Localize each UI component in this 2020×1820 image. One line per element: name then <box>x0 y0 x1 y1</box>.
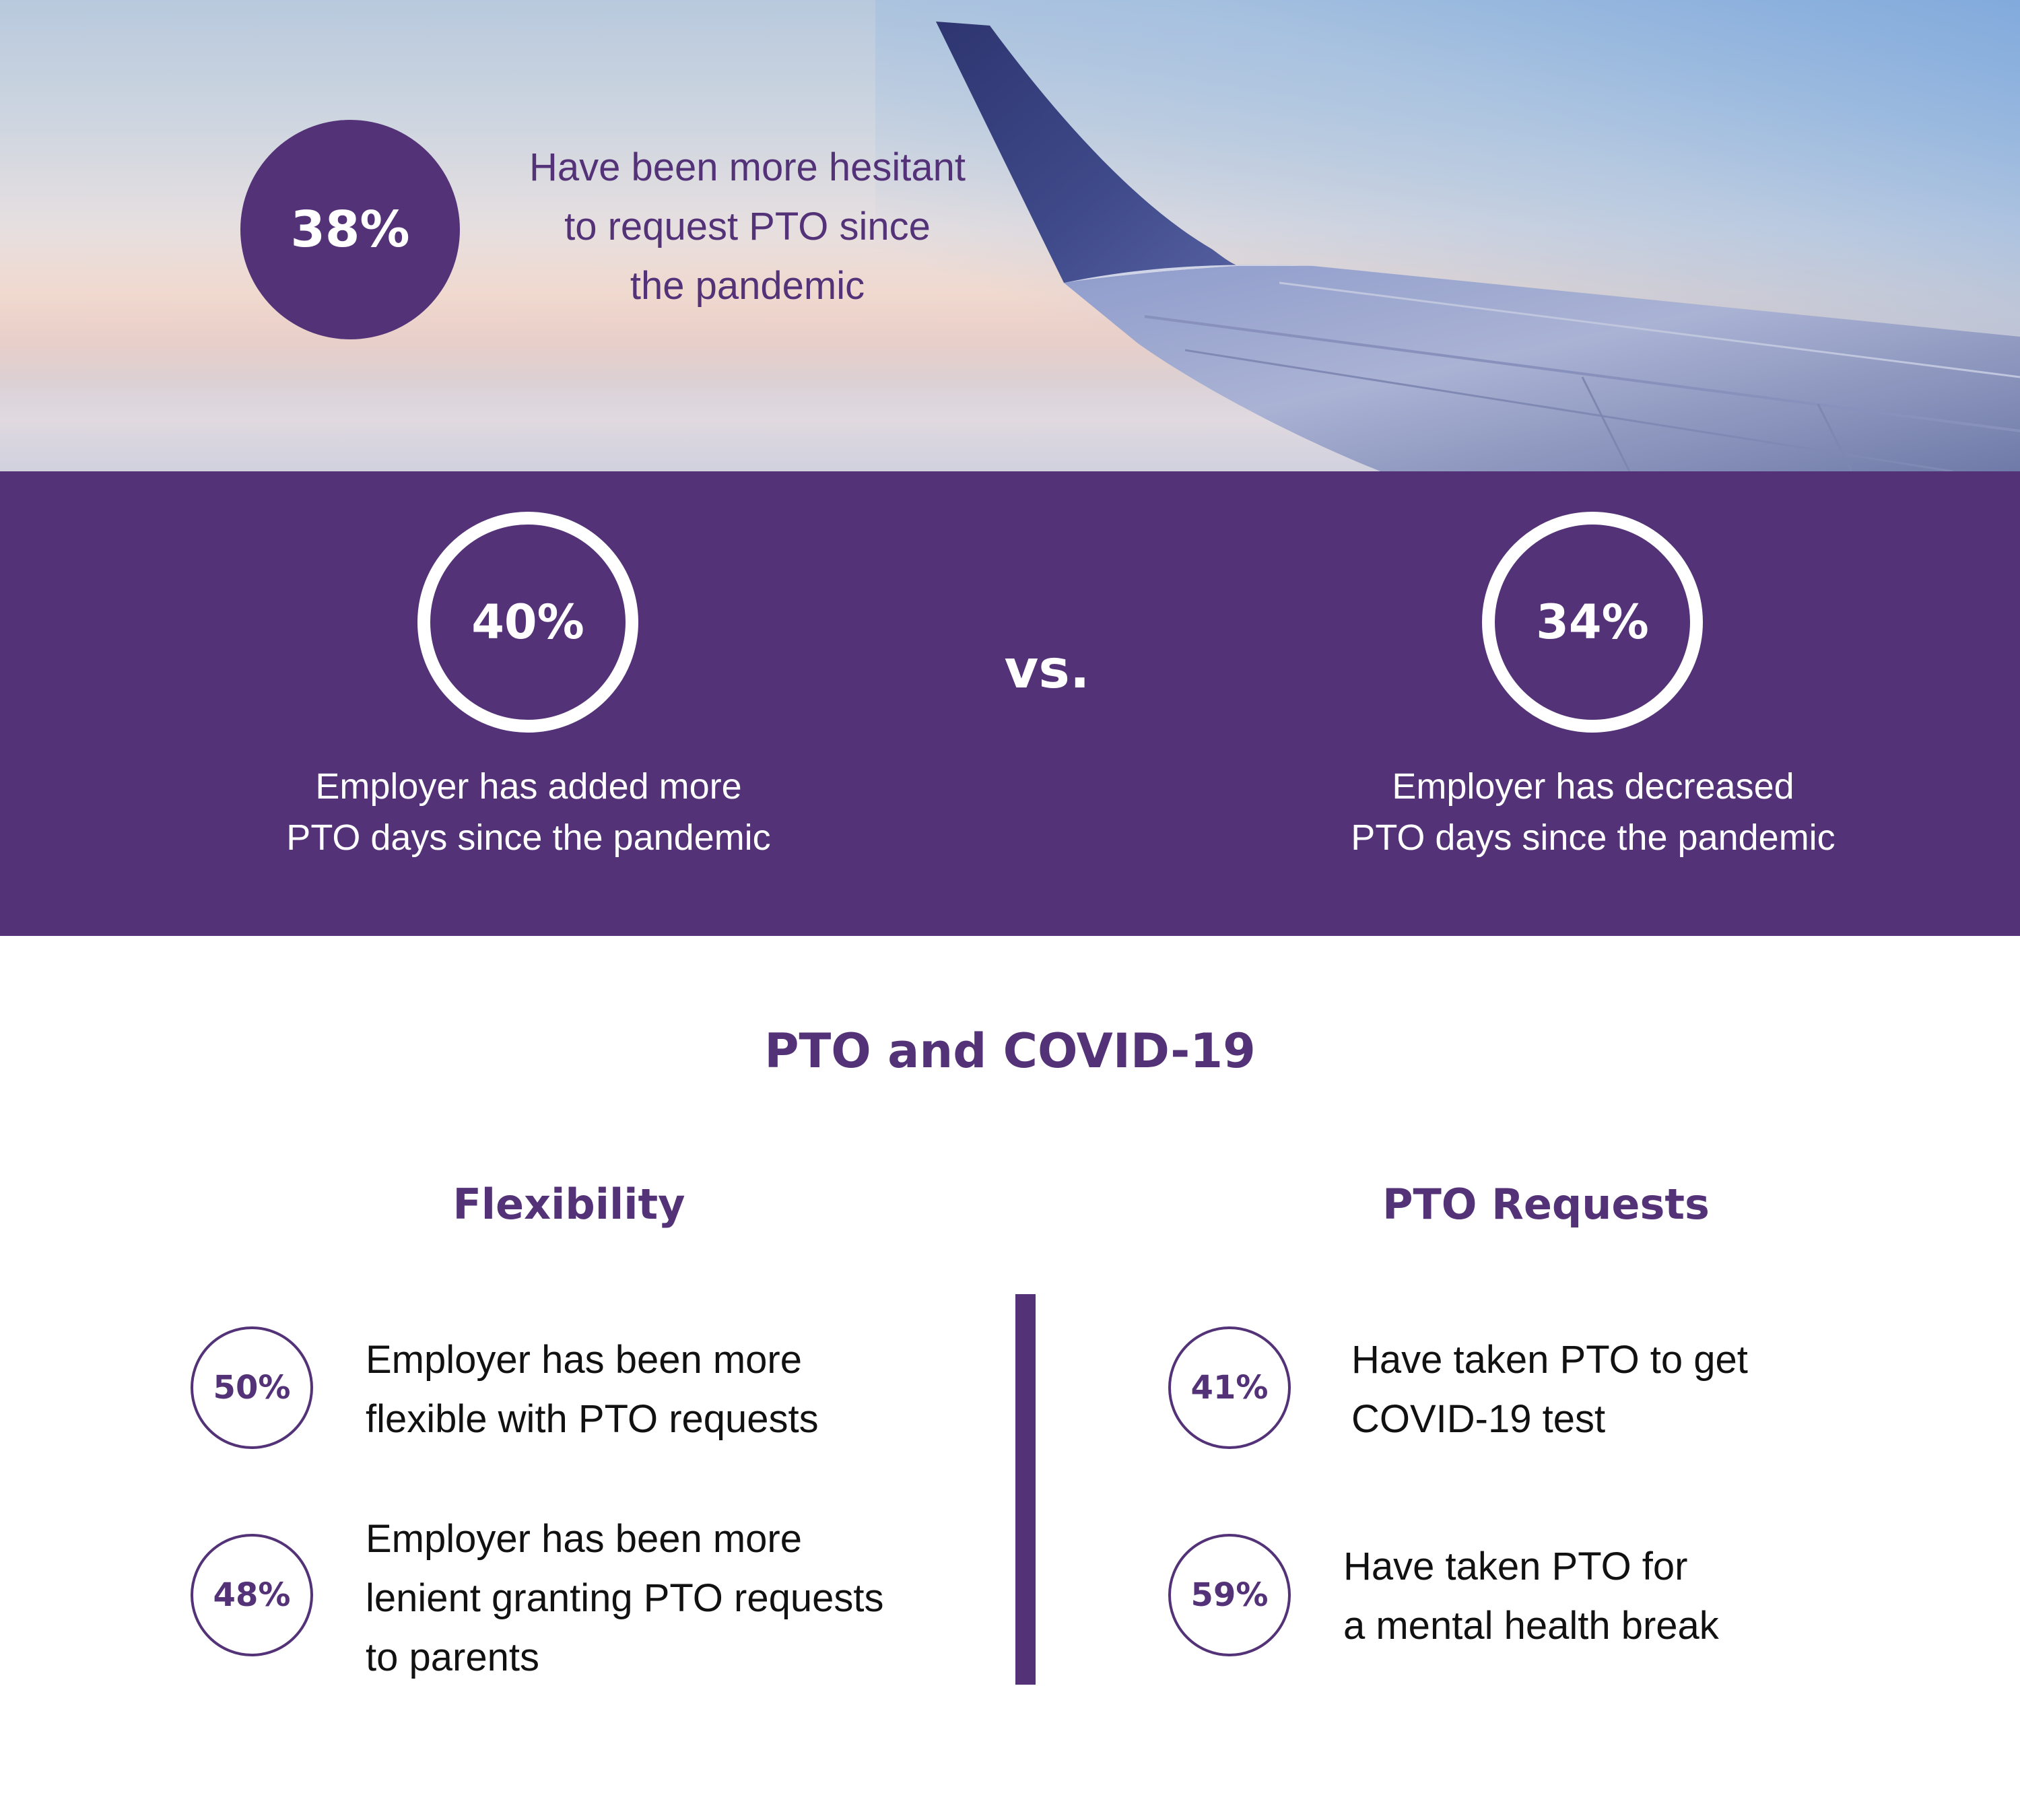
caption-line: Employer has decreased <box>1392 766 1794 807</box>
added-pto-caption: Employer has added more PTO days since t… <box>226 761 832 863</box>
added-pto-ring: 40% <box>417 512 638 733</box>
stat-value: 59% <box>1190 1576 1269 1614</box>
decreased-pto-caption: Employer has decreased PTO days since th… <box>1290 761 1896 863</box>
hesitant-stat-value: 38% <box>290 201 410 259</box>
hero-banner: 38% Have been more hesitant to request P… <box>0 0 2020 471</box>
stat-value: 41% <box>1190 1369 1269 1407</box>
hesitant-stat-badge: 38% <box>240 120 460 339</box>
decreased-pto-value: 34% <box>1536 595 1649 650</box>
mental-health-text: Have taken PTO for a mental health break <box>1343 1537 1949 1656</box>
stat-line: lenient granting PTO requests <box>366 1576 884 1620</box>
caption-line: to request PTO since <box>564 205 931 248</box>
lenient-parents-badge: 48% <box>191 1534 313 1656</box>
mental-health-badge: 59% <box>1168 1534 1291 1656</box>
caption-line: PTO days since the pandemic <box>286 817 771 858</box>
decreased-pto-ring: 34% <box>1482 512 1703 733</box>
stat-line: COVID-19 test <box>1351 1397 1606 1441</box>
stat-line: Employer has been more <box>366 1338 802 1382</box>
caption-line: Have been more hesitant <box>529 145 966 189</box>
airplane-wing-image <box>936 22 2020 471</box>
stat-line: flexible with PTO requests <box>366 1397 819 1441</box>
stat-value: 50% <box>213 1369 291 1407</box>
hesitant-stat-caption: Have been more hesitant to request PTO s… <box>471 138 1023 316</box>
lenient-parents-text: Employer has been more lenient granting … <box>366 1510 972 1687</box>
covid-test-text: Have taken PTO to get COVID-19 test <box>1351 1330 1957 1449</box>
versus-label: vs. <box>1004 640 1090 700</box>
added-pto-value: 40% <box>471 595 584 650</box>
flexible-requests-text: Employer has been more flexible with PTO… <box>366 1330 972 1449</box>
pto-requests-heading: PTO Requests <box>1382 1180 1710 1229</box>
stat-line: Have taken PTO to get <box>1351 1338 1748 1382</box>
covid-test-badge: 41% <box>1168 1326 1291 1449</box>
caption-line: the pandemic <box>630 264 865 308</box>
section-title: PTO and COVID-19 <box>764 1023 1256 1079</box>
stat-line: Have taken PTO for <box>1343 1545 1688 1588</box>
flexibility-heading: Flexibility <box>452 1180 685 1229</box>
column-divider <box>1015 1294 1036 1685</box>
stat-line: Employer has been more <box>366 1517 802 1561</box>
caption-line: PTO days since the pandemic <box>1351 817 1836 858</box>
comparison-band: 40% vs. 34% Employer has added more PTO … <box>0 471 2020 936</box>
stat-line: a mental health break <box>1343 1604 1719 1648</box>
stat-value: 48% <box>213 1576 291 1614</box>
flexible-requests-badge: 50% <box>191 1326 313 1449</box>
caption-line: Employer has added more <box>315 766 742 807</box>
stat-line: to parents <box>366 1636 539 1679</box>
